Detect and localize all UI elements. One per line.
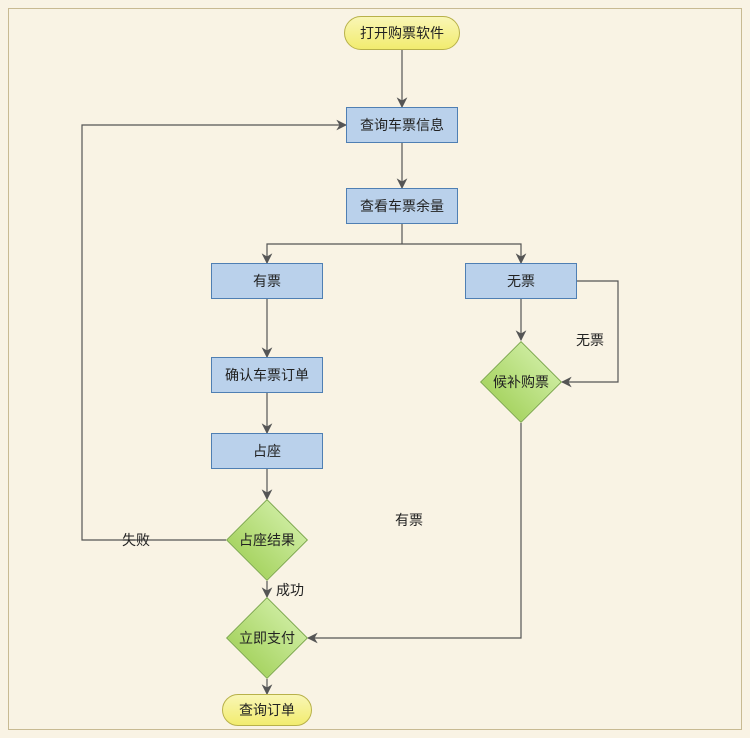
label-fail: 失败 — [122, 530, 150, 550]
label-success: 成功 — [276, 580, 304, 600]
label-none2: 无票 — [576, 330, 604, 350]
node-query-label: 查询车票信息 — [360, 115, 444, 135]
node-order: 查询订单 — [222, 694, 312, 726]
node-confirm: 确认车票订单 — [211, 357, 323, 393]
node-seatres-label: 占座结果 — [239, 530, 295, 550]
node-has: 有票 — [211, 263, 323, 299]
node-seat: 占座 — [211, 433, 323, 469]
node-confirm-label: 确认车票订单 — [225, 365, 309, 385]
node-waitlist-label: 候补购票 — [493, 372, 549, 392]
edge-fork-none — [402, 244, 521, 263]
edge-fork-has — [267, 244, 402, 263]
edge-seatres-fail-back — [82, 125, 346, 540]
node-has-label: 有票 — [253, 271, 281, 291]
node-seat-label: 占座 — [253, 441, 281, 461]
node-pay-label: 立即支付 — [239, 628, 295, 648]
node-start-label: 打开购票软件 — [360, 23, 444, 43]
node-none: 无票 — [465, 263, 577, 299]
node-start: 打开购票软件 — [344, 16, 460, 50]
flowchart-canvas: { "type": "flowchart", "canvas": { "widt… — [0, 0, 750, 738]
node-check: 查看车票余量 — [346, 188, 458, 224]
node-order-label: 查询订单 — [239, 700, 295, 720]
node-none-label: 无票 — [507, 271, 535, 291]
node-check-label: 查看车票余量 — [360, 196, 444, 216]
node-query: 查询车票信息 — [346, 107, 458, 143]
edge-waitlist-pay — [388, 423, 521, 638]
label-has2: 有票 — [395, 510, 423, 530]
